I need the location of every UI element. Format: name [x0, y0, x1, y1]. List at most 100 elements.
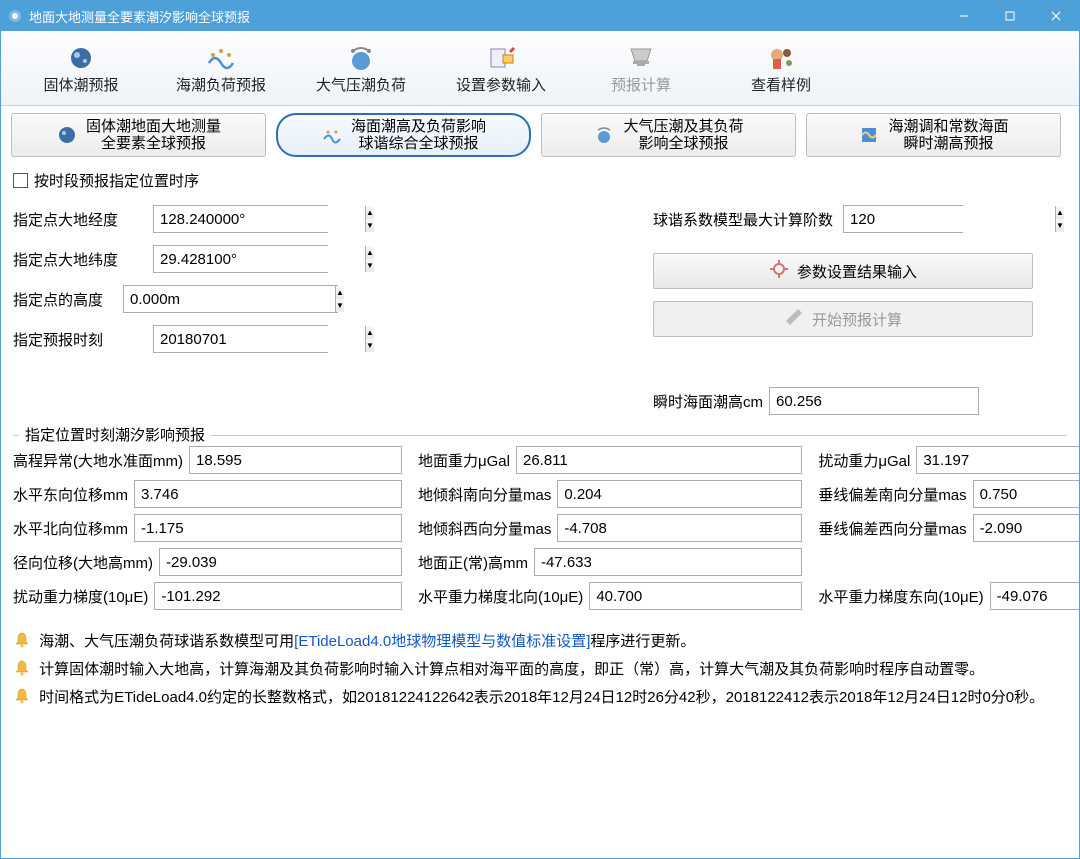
longitude-input[interactable]: ▲▼ [153, 205, 328, 233]
toolbar-button-4[interactable]: 预报计算 [571, 33, 711, 103]
result-cell: 高程异常(大地水准面mm) [13, 446, 402, 474]
result-value[interactable] [557, 514, 802, 542]
spinner-up-icon[interactable]: ▲ [336, 286, 344, 299]
result-value[interactable] [154, 582, 402, 610]
result-value[interactable] [557, 480, 802, 508]
toolbar-label: 预报计算 [611, 74, 671, 95]
spinner-down-icon[interactable]: ▼ [366, 259, 374, 272]
sub-navigation: 固体潮地面大地测量 全要素全球预报 海面潮高及负荷影响 球谐综合全球预报 大气压潮及… [1, 106, 1079, 164]
toolbar-button-3[interactable]: 设置参数输入 [431, 33, 571, 103]
result-label: 垂线偏差南向分量mas [818, 484, 966, 505]
settings-output-label: 参数设置结果输入 [797, 261, 917, 282]
result-cell: 扰动重力μGal [818, 446, 1079, 474]
latitude-input[interactable]: ▲▼ [153, 245, 328, 273]
minimize-button[interactable] [941, 1, 987, 31]
compute-label: 开始预报计算 [812, 309, 902, 330]
instant-tide-value[interactable] [769, 387, 979, 415]
spinner-up-icon[interactable]: ▲ [366, 246, 374, 259]
toolbar-icon [203, 42, 239, 74]
toolbar-label: 设置参数输入 [456, 74, 546, 95]
result-cell: 地倾斜西向分量mas [418, 514, 802, 542]
toolbar-button-2[interactable]: 大气压潮负荷 [291, 33, 431, 103]
result-value[interactable] [916, 446, 1079, 474]
result-cell: 垂线偏差南向分量mas [818, 480, 1079, 508]
result-cell: 地面正(常)高mm [418, 548, 802, 576]
spinner-down-icon[interactable]: ▼ [366, 339, 374, 352]
result-cell: 水平重力梯度北向(10μE) [418, 582, 802, 610]
subnav-button-0[interactable]: 固体潮地面大地测量 全要素全球预报 [11, 113, 266, 157]
results-group: 指定位置时刻潮汐影响预报 高程异常(大地水准面mm)地面重力μGal扰动重力μG… [13, 435, 1067, 610]
result-cell: 水平北向位移mm [13, 514, 402, 542]
result-label: 高程异常(大地水准面mm) [13, 450, 183, 471]
time-input[interactable]: ▲▼ [153, 325, 328, 353]
titlebar: 地面大地测量全要素潮汐影响全球预报 [1, 1, 1079, 31]
result-label: 扰动重力梯度(10μE) [13, 586, 148, 607]
result-label: 地倾斜西向分量mas [418, 518, 551, 539]
order-input[interactable]: ▲▼ [843, 205, 963, 233]
toolbar-button-5[interactable]: 查看样例 [711, 33, 851, 103]
toolbar-button-1[interactable]: 海潮负荷预报 [151, 33, 291, 103]
toolbar-label: 固体潮预报 [43, 74, 118, 95]
timeseries-checkbox-row[interactable]: 按时段预报指定位置时序 [13, 170, 1067, 191]
result-label: 水平重力梯度东向(10μE) [818, 586, 983, 607]
result-value[interactable] [134, 514, 402, 542]
window-title: 地面大地测量全要素潮汐影响全球预报 [29, 7, 941, 26]
result-value[interactable] [534, 548, 802, 576]
spinner-up-icon[interactable]: ▲ [366, 326, 374, 339]
toolbar-label: 大气压潮负荷 [316, 74, 406, 95]
result-cell: 径向位移(大地高mm) [13, 548, 402, 576]
toolbar-icon [763, 42, 799, 74]
result-cell: 水平重力梯度东向(10μE) [818, 582, 1079, 610]
longitude-label: 指定点大地经度 [13, 209, 153, 230]
result-cell: 地倾斜南向分量mas [418, 480, 802, 508]
spinner-up-icon[interactable]: ▲ [366, 206, 374, 219]
notes-section: 海潮、大气压潮负荷球谐系数模型可用[ETideLoad4.0地球物理模型与数值标… [13, 628, 1067, 711]
result-label: 地面重力μGal [418, 450, 510, 471]
result-cell: 地面重力μGal [418, 446, 802, 474]
app-icon [7, 8, 23, 24]
result-cell: 水平东向位移mm [13, 480, 402, 508]
main-toolbar: 固体潮预报 海潮负荷预报大气压潮负荷 设置参数输入 预报计算 查看样例 [1, 31, 1079, 106]
result-value[interactable] [159, 548, 402, 576]
result-value[interactable] [973, 514, 1079, 542]
result-value[interactable] [589, 582, 802, 610]
maximize-button[interactable] [987, 1, 1033, 31]
subnav-icon [858, 124, 880, 146]
subnav-icon [321, 124, 343, 146]
result-label: 地倾斜南向分量mas [418, 484, 551, 505]
subnav-button-2[interactable]: 大气压潮及其负荷 影响全球预报 [541, 113, 796, 157]
note-line: 海潮、大气压潮负荷球谐系数模型可用[ETideLoad4.0地球物理模型与数值标… [13, 628, 1067, 656]
compute-icon [784, 307, 804, 331]
result-value[interactable] [973, 480, 1079, 508]
toolbar-label: 查看样例 [751, 74, 811, 95]
result-value[interactable] [189, 446, 402, 474]
result-label: 水平北向位移mm [13, 518, 128, 539]
result-value[interactable] [134, 480, 402, 508]
bell-icon [13, 631, 31, 649]
height-input[interactable]: ▲▼ [123, 285, 338, 313]
subnav-label: 大气压潮及其负荷 影响全球预报 [623, 118, 743, 153]
result-value[interactable] [990, 582, 1079, 610]
note-link[interactable]: [ETideLoad4.0地球物理模型与数值标准设置] [294, 633, 590, 650]
timeseries-checkbox-label: 按时段预报指定位置时序 [34, 170, 199, 191]
toolbar-icon [63, 42, 99, 74]
spinner-down-icon[interactable]: ▼ [336, 299, 344, 312]
note-line: 计算固体潮时输入大地高，计算海潮及其负荷影响时输入计算点相对海平面的高度，即正（… [13, 656, 1067, 684]
subnav-icon [56, 124, 78, 146]
toolbar-button-0[interactable]: 固体潮预报 [11, 33, 151, 103]
timeseries-checkbox[interactable] [13, 173, 28, 188]
instant-tide-label: 瞬时海面潮高cm [653, 391, 763, 412]
subnav-button-1[interactable]: 海面潮高及负荷影响 球谐综合全球预报 [276, 113, 531, 157]
subnav-label: 海面潮高及负荷影响 球谐综合全球预报 [351, 118, 486, 153]
note-line: 时间格式为ETideLoad4.0约定的长整数格式，如2018122412264… [13, 684, 1067, 712]
close-button[interactable] [1033, 1, 1079, 31]
result-value[interactable] [516, 446, 802, 474]
spinner-up-icon[interactable]: ▲ [1056, 206, 1064, 219]
spinner-down-icon[interactable]: ▼ [366, 219, 374, 232]
settings-output-button[interactable]: 参数设置结果输入 [653, 253, 1033, 289]
subnav-label: 固体潮地面大地测量 全要素全球预报 [86, 118, 221, 153]
spinner-down-icon[interactable]: ▼ [1056, 219, 1064, 232]
compute-button[interactable]: 开始预报计算 [653, 301, 1033, 337]
result-label: 水平东向位移mm [13, 484, 128, 505]
subnav-button-3[interactable]: 海潮调和常数海面 瞬时潮高预报 [806, 113, 1061, 157]
